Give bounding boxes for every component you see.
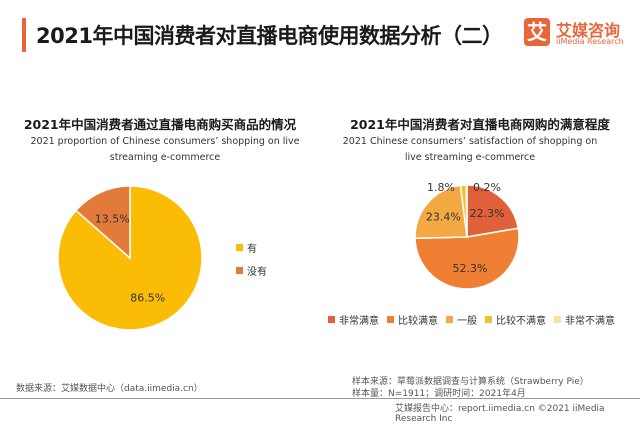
data-label: 0.2%: [473, 181, 501, 194]
legend-label: 比较满意: [398, 316, 438, 327]
legend-swatch: [236, 267, 243, 274]
right-legend: 非常满意 比较满意 一般 比较不满意 非常不满意: [328, 312, 615, 327]
logo-english: iiMedia Research: [556, 37, 624, 46]
legend-swatch: [554, 316, 561, 323]
legend-label: 非常不满意: [565, 316, 615, 327]
legend-item: 有: [236, 240, 267, 255]
pie-slice-1-0: [466, 184, 520, 238]
left-chart-subtitle: 2021 proportion of Chinese consumers’ sh…: [30, 136, 300, 163]
logo-name: 艾媒咨询: [556, 21, 621, 40]
pie-slice-1-2: [414, 184, 468, 240]
legend-label: 没有: [247, 267, 267, 278]
legend-label: 比较不满意: [496, 316, 546, 327]
legend-label: 非常满意: [339, 316, 379, 327]
legend-swatch: [236, 244, 243, 251]
legend-label: 有: [247, 244, 257, 255]
legend-item: 非常不满意: [554, 312, 615, 327]
legend-item: 比较满意: [387, 312, 438, 327]
legend-item: 非常满意: [328, 312, 379, 327]
right-chart-subtitle: 2021 Chinese consumers’ satisfaction of …: [342, 136, 598, 163]
sample-info: 样本量：N=1911；调研时间：2021年4月: [352, 389, 526, 399]
data-label: 86.5%: [130, 291, 165, 304]
legend-swatch: [485, 316, 492, 323]
data-label: 23.4%: [426, 211, 461, 224]
data-label: 13.5%: [95, 213, 130, 226]
legend-item: 一般: [446, 312, 477, 327]
pie-slice-1-4: [465, 184, 468, 238]
data-label: 52.3%: [453, 262, 488, 275]
legend-label: 一般: [457, 316, 477, 327]
pie-slice-1-1: [414, 227, 520, 290]
right-chart-title: 2021年中国消费者对直播电商网购的满意程度: [350, 117, 610, 132]
legend-item: 没有: [236, 263, 267, 278]
legend-item: 比较不满意: [485, 312, 546, 327]
data-source: 数据来源：艾媒数据中心（data.iimedia.cn）: [16, 384, 203, 394]
page-title: 2021年中国消费者对直播电商使用数据分析（二）: [36, 24, 503, 48]
copyright: 艾媒报告中心：report.iimedia.cn ©2021 iiMedia R…: [395, 404, 605, 424]
legend-swatch: [328, 316, 335, 323]
sample-source: 样本来源：草莓派数据调查与计算系统（Strawberry Pie）: [352, 377, 589, 387]
pie-slice-0-1: [74, 185, 131, 260]
data-label: 22.3%: [470, 207, 505, 220]
left-chart-title: 2021年中国消费者通过直播电商购买商品的情况: [23, 117, 297, 132]
title-accent-bar: [22, 18, 26, 52]
legend-swatch: [446, 316, 453, 323]
logo-mark: 艾: [524, 18, 550, 46]
data-label: 1.8%: [427, 181, 455, 194]
footer-divider: [0, 398, 640, 399]
left-legend: 有没有: [236, 240, 267, 286]
legend-swatch: [387, 316, 394, 323]
